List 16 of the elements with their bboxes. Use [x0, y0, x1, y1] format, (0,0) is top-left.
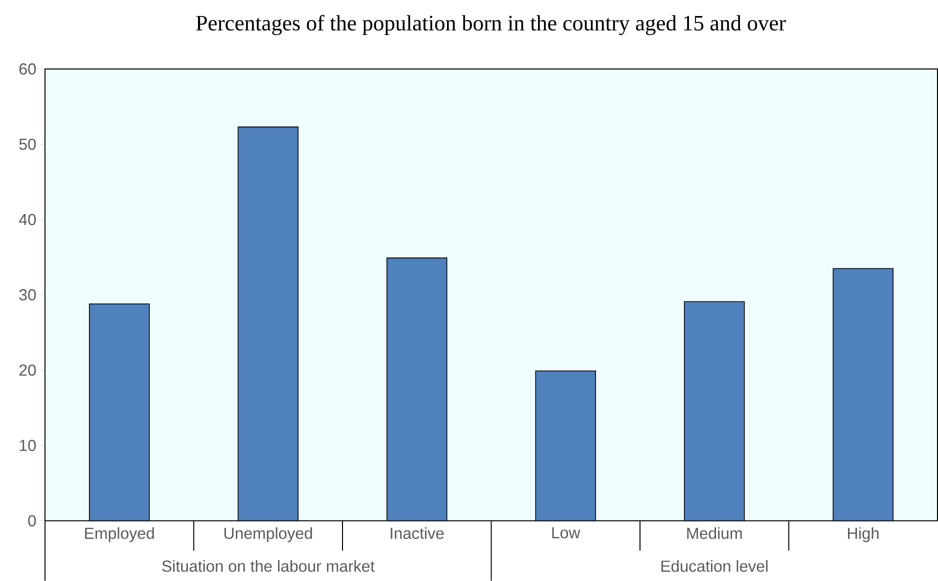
text: Education level: [661, 560, 768, 572]
text: Situation on the labour market: [162, 560, 375, 572]
x-tick-label: Employed: [85, 527, 154, 542]
x-tick-label: Medium: [687, 527, 742, 539]
y-tick-label: 10: [20, 440, 36, 451]
chart-title: Percentages of the population born in the country aged 15 and over: [196, 14, 786, 36]
y-tick-label: 50: [19, 138, 36, 150]
y-tick-label: 30: [19, 289, 36, 300]
y-tick-label: 40: [19, 214, 36, 226]
x-tick-label: Low: [552, 527, 580, 538]
x-tick-label: Unemployed: [224, 527, 312, 542]
y-tick-label: 60: [19, 63, 36, 75]
x-tick-label: Inactive: [390, 527, 444, 539]
y-tick-label: 0: [28, 514, 36, 526]
x-tick-label: High: [848, 527, 879, 542]
y-tick-label: 20: [19, 364, 36, 376]
